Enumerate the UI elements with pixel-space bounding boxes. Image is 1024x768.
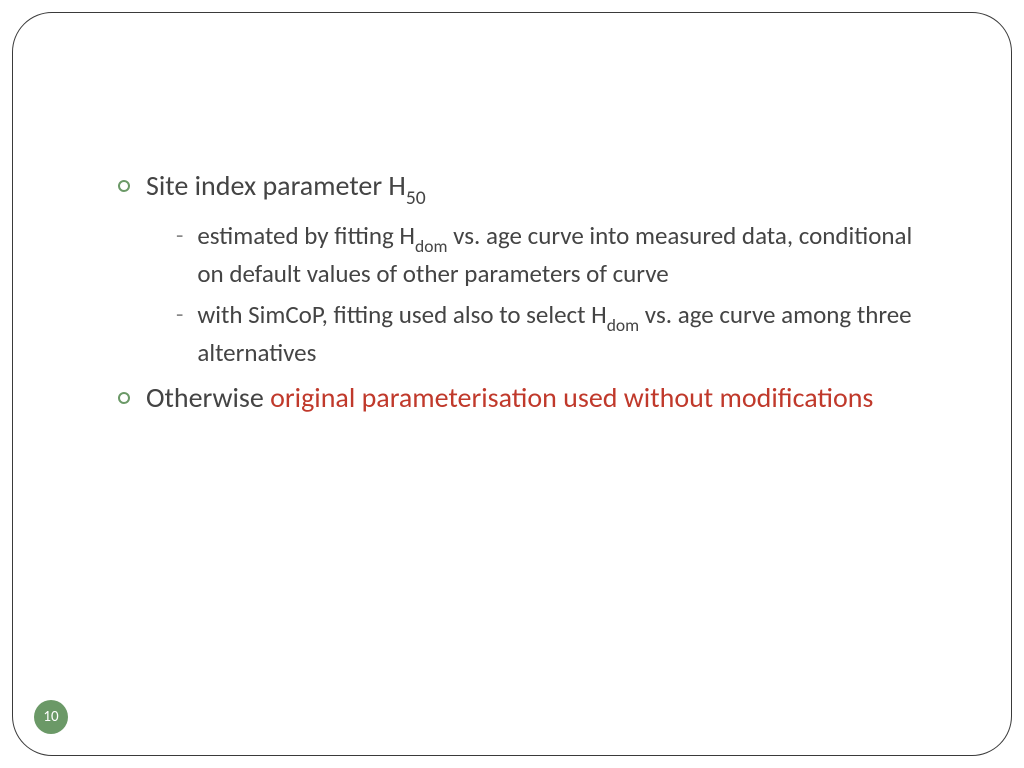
slide-content: Site index parameter H50 - estimated by … (118, 168, 944, 426)
sub2-sub: dom (607, 314, 639, 336)
bullet-text-2: Otherwise original parameterisation used… (146, 380, 873, 416)
sub-text-2: with SimCoP, fitting used also to select… (197, 298, 944, 369)
bullet-circle-icon (118, 392, 130, 404)
bullet1-sub: 50 (406, 186, 426, 210)
bullet2-highlight: original parameterisation used without m… (270, 380, 873, 415)
sub-list-1: - estimated by fitting Hdom vs. age curv… (176, 219, 944, 370)
sub-text-1: estimated by fitting Hdom vs. age curve … (197, 219, 944, 290)
bullet-text-1: Site index parameter H50 (146, 168, 426, 209)
bullet1-pre: Site index parameter H (146, 168, 406, 203)
dash-icon: - (176, 221, 183, 250)
page-number-badge: 10 (34, 700, 68, 734)
sub1-pre: estimated by fitting H (197, 220, 415, 251)
bullet-circle-icon (118, 180, 130, 192)
bullet-item-2: Otherwise original parameterisation used… (118, 380, 944, 416)
bullet2-plain: Otherwise (146, 380, 270, 415)
bullet-item-1: Site index parameter H50 (118, 168, 944, 209)
page-number: 10 (43, 708, 58, 726)
sub1-sub: dom (415, 235, 447, 257)
dash-icon: - (176, 300, 183, 329)
sub-item-2: - with SimCoP, fitting used also to sele… (176, 298, 944, 369)
sub-item-1: - estimated by fitting Hdom vs. age curv… (176, 219, 944, 290)
sub2-pre: with SimCoP, fitting used also to select… (197, 299, 606, 330)
